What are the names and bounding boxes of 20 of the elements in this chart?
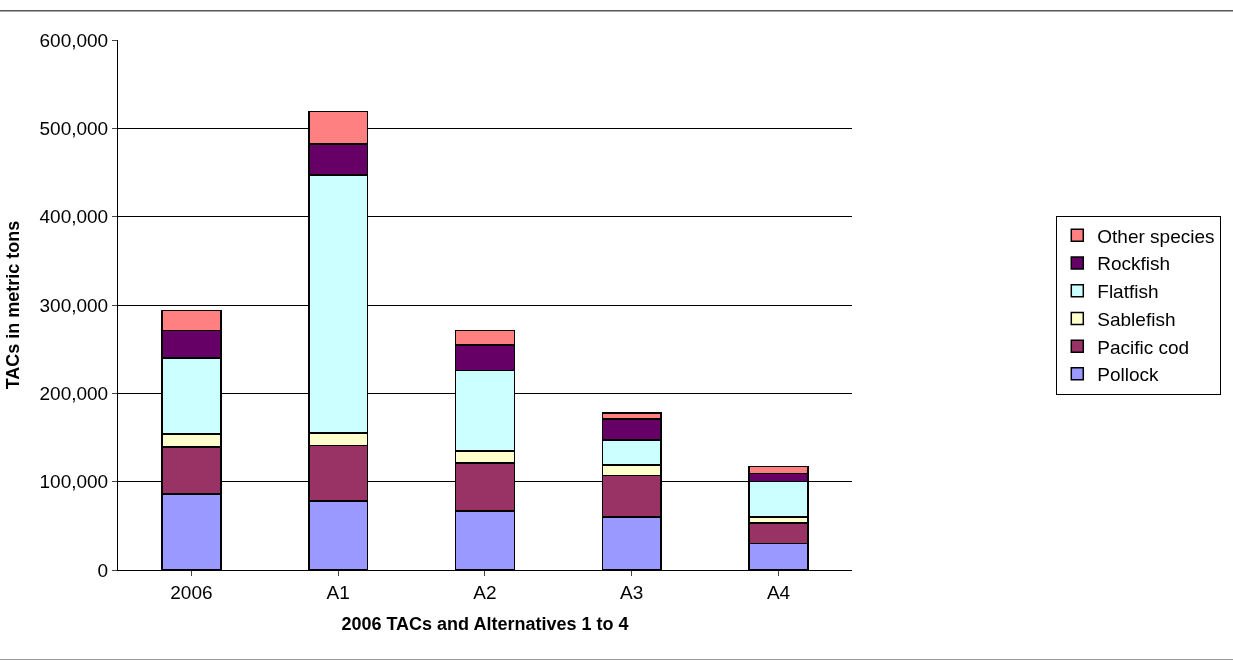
legend-label: Pollock [1097,364,1160,386]
legend-label: Sablefish [1097,308,1176,330]
x-tick-label: A3 [620,581,644,603]
y-tick-label: 200,000 [39,382,109,404]
legend-label: Pacific cod [1097,336,1190,358]
x-tick-label: A1 [326,581,350,603]
legend-label: Rockfish [1097,253,1171,275]
x-tick-label: A2 [473,581,497,603]
y-tick-label: 0 [97,559,109,581]
y-tick-label: 600,000 [39,29,109,51]
legend-label: Other species [1097,225,1215,247]
x-axis-title: 2006 TACs and Alternatives 1 to 4 [341,613,629,634]
y-tick-label: 300,000 [39,294,109,316]
x-tick-label: A4 [766,581,791,603]
y-tick-label: 500,000 [39,117,109,139]
legend-label: Flatfish [1097,281,1159,303]
y-tick-label: 100,000 [39,471,109,493]
y-tick-label: 400,000 [39,206,109,228]
y-axis-title: TACs in metric tons [2,220,23,390]
x-tick-label: 2006 [170,581,213,603]
